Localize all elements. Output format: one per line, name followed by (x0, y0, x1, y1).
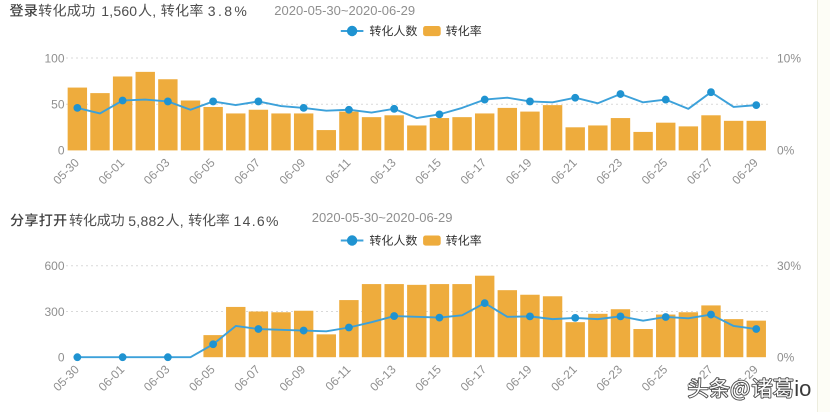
svg-text:,: , (152, 3, 156, 19)
svg-text:,: , (180, 213, 184, 229)
svg-text:3.8%: 3.8% (208, 3, 247, 19)
svg-text:300: 300 (44, 305, 64, 319)
svg-text:50: 50 (51, 98, 65, 112)
svg-text:1,560: 1,560 (101, 3, 137, 19)
svg-text:0%: 0% (777, 144, 795, 158)
svg-text:0: 0 (58, 144, 65, 158)
svg-text:5,882: 5,882 (128, 213, 164, 229)
svg-text:2020-05-30~2020-06-29: 2020-05-30~2020-06-29 (274, 3, 415, 18)
svg-text:30%: 30% (777, 259, 801, 273)
svg-text:14.6%: 14.6% (234, 213, 279, 229)
svg-text:10%: 10% (777, 51, 801, 65)
svg-text:0: 0 (58, 351, 65, 365)
svg-text:600: 600 (44, 259, 64, 273)
svg-text:0%: 0% (777, 351, 795, 365)
svg-text:io: io (794, 376, 811, 401)
svg-text:2020-05-30~2020-06-29: 2020-05-30~2020-06-29 (312, 210, 453, 225)
svg-text:100: 100 (44, 51, 64, 65)
